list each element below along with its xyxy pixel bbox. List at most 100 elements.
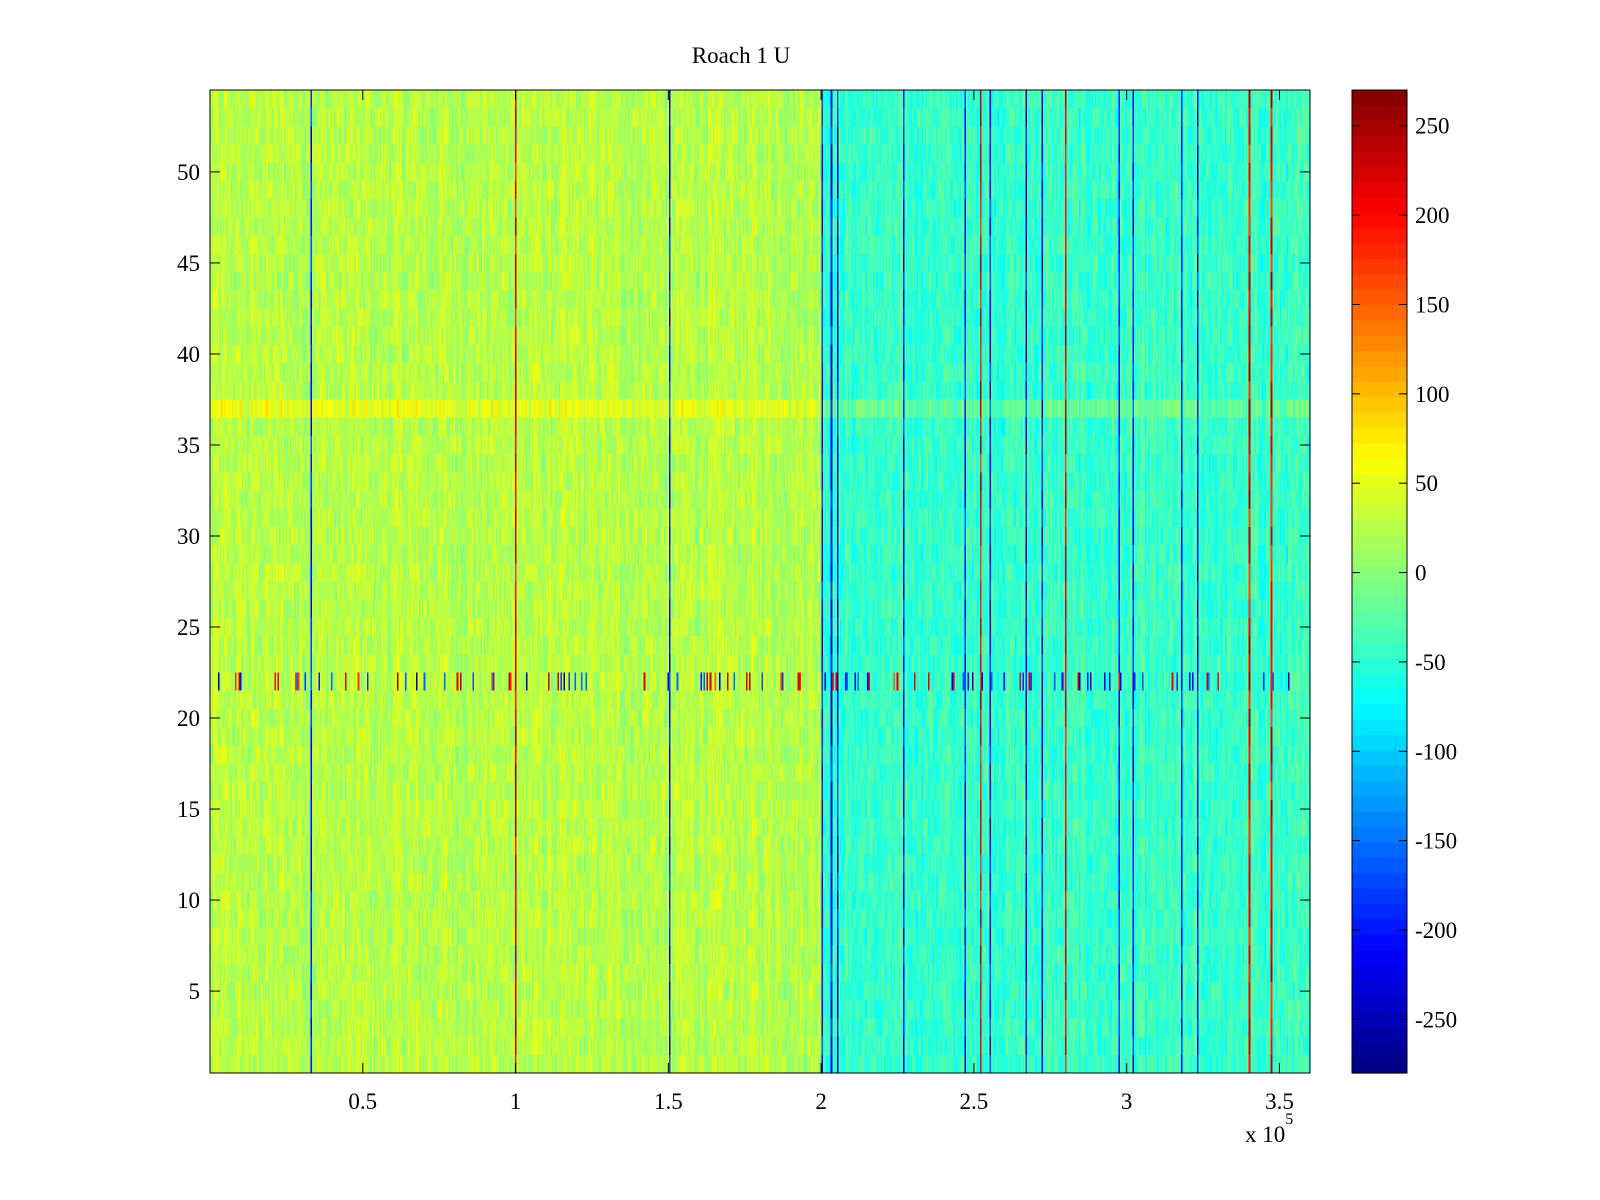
colorbar-swatch [1352,965,1407,982]
colorbar-swatch [1352,612,1407,629]
colorbar-tick-label: -50 [1415,650,1446,675]
colorbar-swatch [1352,627,1407,644]
colorbar-swatch [1352,335,1407,352]
colorbar-tick-label: 200 [1415,203,1450,228]
x-tick-label: 3 [1121,1089,1133,1114]
colorbar-swatch [1352,888,1407,905]
colorbar-swatch [1352,658,1407,675]
colorbar-swatch [1352,781,1407,798]
colorbar-swatch [1352,1011,1407,1028]
y-tick-label: 40 [177,342,200,367]
colorbar-swatch [1352,90,1407,106]
x-axis: 0.5 1 1.5 2 2.5 3 3.5 [348,90,1294,1114]
colorbar-swatch [1352,473,1407,490]
colorbar-swatch [1352,704,1407,721]
heatmap-plot-area [209,89,1311,1074]
x-axis-multiplier-exponent: 5 [1285,1111,1293,1128]
colorbar-tick-label: 250 [1415,114,1450,139]
colorbar-swatch [1352,904,1407,921]
colorbar-swatch [1352,934,1407,951]
colorbar-swatch [1352,550,1407,567]
colorbar-swatch [1352,258,1407,275]
colorbar-swatch [1352,857,1407,874]
colorbar-swatch [1352,412,1407,429]
colorbar-swatch [1352,289,1407,306]
colorbar-swatch [1352,719,1407,736]
x-axis-multiplier-base: x 10 [1245,1122,1285,1147]
colorbar-swatch [1352,535,1407,552]
y-tick-label: 10 [177,888,200,913]
colorbar-tick-label: -200 [1415,918,1457,943]
colorbar-tick-label: 150 [1415,292,1450,317]
colorbar-swatch [1352,735,1407,752]
colorbar-swatch [1352,105,1407,122]
heatmap-cells [210,90,1310,1073]
colorbar-swatch [1352,1057,1407,1074]
colorbar-tick-label: 0 [1415,561,1427,586]
y-tick-label: 15 [177,797,200,822]
colorbar-tick-label: -100 [1415,739,1457,764]
colorbar-swatch [1352,243,1407,260]
colorbar-swatch [1352,1042,1407,1059]
colorbar-swatch [1352,765,1407,782]
y-tick-label: 20 [177,706,200,731]
x-tick-label: 3.5 [1265,1089,1294,1114]
colorbar-tick-label: 100 [1415,382,1450,407]
colorbar-swatch [1352,566,1407,583]
colorbar-swatch [1352,120,1407,137]
colorbar-swatch [1352,274,1407,291]
colorbar-frame [1351,89,1408,1074]
colorbar: 250 200 150 100 50 0 -50 -100 -150 -200 -250 [1351,89,1457,1074]
colorbar-swatch [1352,811,1407,828]
x-axis-multiplier: x 105 [1245,1111,1293,1147]
colorbar-tick-label: -250 [1415,1007,1457,1032]
colorbar-swatch [1352,136,1407,153]
colorbar-swatch [1352,750,1407,767]
colorbar-tick-label: 50 [1415,471,1438,496]
colorbar-swatch [1352,827,1407,844]
colorbar-swatch [1352,166,1407,183]
colorbar-swatch [1352,689,1407,705]
plot-frame [209,89,1311,1074]
colorbar-swatch [1352,1026,1407,1043]
y-tick-label: 45 [177,251,200,276]
colorbar-swatch [1352,950,1407,967]
x-tick-label: 2 [815,1089,827,1114]
colorbar-swatch [1352,458,1407,475]
x-tick-label: 1 [510,1089,522,1114]
colorbar-swatch [1352,873,1407,890]
colorbar-swatch [1352,796,1407,813]
colorbar-swatch [1352,980,1407,997]
y-tick-label: 5 [189,979,201,1004]
y-axis: 5 10 15 20 25 30 35 40 45 50 [177,160,1310,1004]
colorbar-swatch [1352,489,1407,506]
y-tick-label: 30 [177,524,200,549]
colorbar-swatch [1352,151,1407,168]
x-tick-label: 0.5 [348,1089,377,1114]
colorbar-swatch [1352,596,1407,613]
colorbar-swatch [1352,212,1407,229]
colorbar-swatch [1352,397,1407,414]
y-tick-label: 35 [177,433,200,458]
colorbar-swatch [1352,320,1407,337]
colorbar-swatch [1352,673,1407,690]
colorbar-swatch [1352,228,1407,245]
colorbar-swatch [1352,351,1407,368]
colorbar-swatch [1352,520,1407,537]
x-tick-label: 1.5 [654,1089,683,1114]
colorbar-swatch [1352,642,1407,659]
colorbar-swatch [1352,919,1407,936]
y-tick-label: 25 [177,615,200,640]
colorbar-swatch [1352,842,1407,859]
colorbar-swatch [1352,366,1407,383]
y-tick-label: 50 [177,160,200,185]
chart-title: Roach 1 U [692,43,791,68]
colorbar-swatch [1352,197,1407,214]
colorbar-tick-label: -150 [1415,829,1457,854]
colorbar-swatch [1352,504,1407,521]
colorbar-swatch [1352,443,1407,460]
colorbar-swatch [1352,427,1407,444]
colorbar-swatch [1352,182,1407,199]
colorbar-swatch [1352,305,1407,321]
